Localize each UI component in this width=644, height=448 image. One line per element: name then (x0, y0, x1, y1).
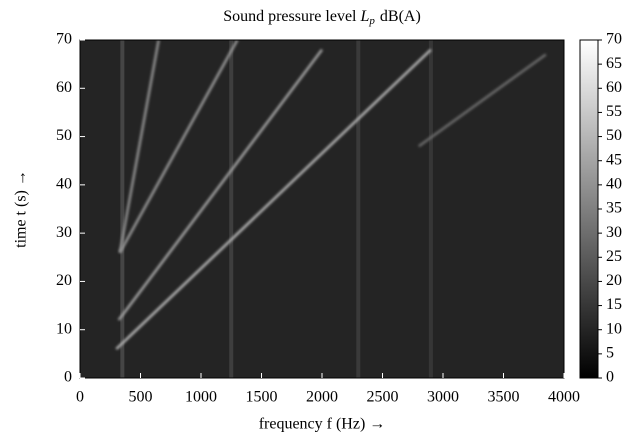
colorbar-tick-label: 40 (606, 176, 622, 193)
colorbar-tick-label: 10 (606, 320, 622, 337)
y-axis-label: time t (s) → (13, 170, 30, 248)
x-tick-label: 3000 (427, 389, 459, 406)
stripe (356, 40, 361, 378)
colorbar-tick-label: 65 (606, 55, 622, 72)
colorbar-tick-label: 70 (606, 31, 622, 48)
title-subscript: p (368, 15, 375, 27)
y-tick-label: 0 (64, 369, 72, 386)
colorbar-tick-label: 0 (606, 369, 614, 386)
y-tick-label: 30 (56, 224, 72, 241)
x-tick-label: 1500 (246, 389, 278, 406)
title-symbol: L (360, 8, 370, 25)
colorbar-tick-label: 35 (606, 200, 622, 217)
colorbar-tick-label: 55 (606, 103, 622, 120)
colorbar-tick-label: 45 (606, 151, 622, 168)
colorbar-tick-label: 30 (606, 224, 622, 241)
x-tick-label: 1000 (185, 389, 217, 406)
colorbar-tick-label: 25 (606, 248, 622, 265)
x-tick-label: 4000 (548, 389, 580, 406)
heatmap-background (80, 40, 564, 378)
y-tick-label: 50 (56, 127, 72, 144)
x-tick-label: 2500 (367, 389, 399, 406)
colorbar-tick-label: 60 (606, 79, 622, 96)
ridge (118, 40, 160, 253)
ridge (117, 48, 323, 321)
ridge (115, 48, 432, 350)
stripe (229, 40, 234, 378)
plot-area (80, 40, 564, 378)
y-tick-label: 70 (56, 31, 72, 48)
y-tick-label: 40 (56, 176, 72, 193)
x-tick-label: 2000 (306, 389, 338, 406)
title-unit: dB(A) (380, 8, 421, 25)
x-tick-label: 3500 (488, 389, 520, 406)
x-axis-label: frequency f (Hz) → (259, 416, 386, 433)
y-tick-label: 60 (56, 79, 72, 96)
stripe (120, 40, 125, 378)
colorbar (579, 39, 599, 379)
x-tick-label: 500 (129, 389, 153, 406)
title-text: Sound pressure level (223, 8, 357, 25)
colorbar-tick-label: 5 (606, 345, 614, 362)
y-tick-label: 20 (56, 272, 72, 289)
ridge (418, 53, 547, 148)
colorbar-tick-label: 20 (606, 272, 622, 289)
chart-title: Sound pressure level Lp dB(A) (223, 8, 421, 27)
ridge (118, 40, 239, 254)
colorbar-tick-label: 15 (606, 296, 622, 313)
stripe (428, 40, 433, 378)
colorbar-tick-label: 50 (606, 127, 622, 144)
y-tick-label: 10 (56, 320, 72, 337)
x-tick-label: 0 (76, 389, 84, 406)
